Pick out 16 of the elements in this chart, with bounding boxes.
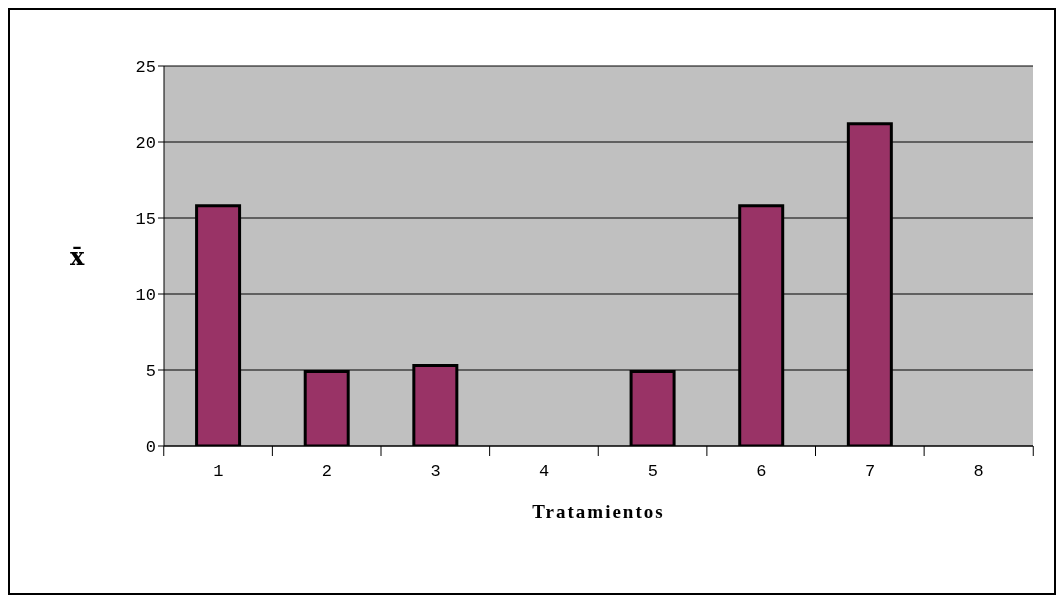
x-tick-label: 8 [973, 462, 984, 481]
x-tick-label: 5 [647, 462, 658, 481]
x-tick-label: 1 [213, 462, 224, 481]
y-tick-label: 10 [135, 286, 156, 306]
y-tick-label: 15 [135, 210, 156, 230]
y-tick-label: 20 [135, 134, 156, 154]
x-tick-label: 6 [756, 462, 767, 481]
x-tick-label: 7 [864, 462, 876, 481]
x-tick-label: 2 [321, 462, 333, 481]
y-axis-title: x̄ [70, 241, 85, 271]
x-axis-title: Tratamientos [532, 501, 665, 522]
y-tick-label: 25 [135, 58, 156, 78]
y-tick-label: 5 [145, 362, 156, 382]
x-tick-label: 3 [430, 462, 441, 481]
y-tick-label: 0 [145, 438, 156, 458]
x-tick-label: 4 [539, 462, 550, 481]
